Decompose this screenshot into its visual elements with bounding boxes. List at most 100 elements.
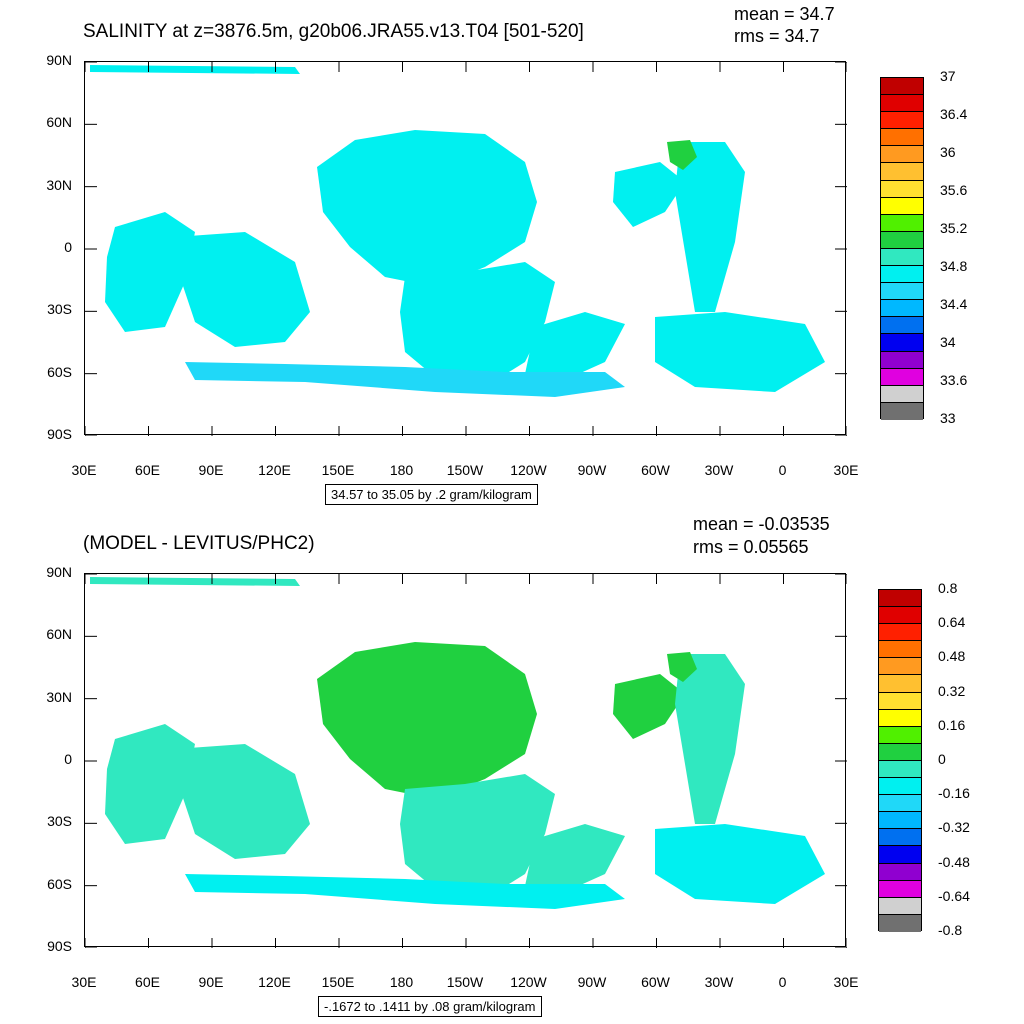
lat-tick-label: 30S [47, 813, 72, 830]
north-pacific-region [317, 130, 537, 287]
colorbar-label: 0.64 [938, 614, 966, 631]
lon-tick-label: 120E [258, 462, 291, 478]
difference-map-canvas [85, 574, 847, 948]
lon-tick-label: 90W [577, 462, 607, 478]
south-pacific-region [525, 312, 625, 380]
salinity-map-canvas [85, 62, 847, 436]
lat-tick-label: 90N [46, 52, 72, 68]
colorbar [878, 589, 922, 932]
atlantic-mid-region [675, 142, 745, 312]
colorbar-swatch [881, 197, 923, 215]
lat-tick-label: 30S [47, 301, 72, 318]
lon-tick-label: 150E [321, 974, 355, 990]
north-atlantic-region [613, 162, 685, 227]
colorbar-swatch [879, 897, 921, 915]
lon-tick-label: 30E [833, 462, 859, 478]
lon-tick-label: 120W [510, 462, 547, 478]
lon-tick-label: 90W [577, 974, 607, 990]
top-panel: SALINITY at z=3876.5m, g20b06.JRA55.v13.… [46, 4, 968, 505]
lon-tick-label: 120W [510, 974, 547, 990]
indian-ocean-region [105, 724, 195, 844]
mean-label: mean = -0.03535 [693, 514, 830, 534]
southern-ocean-region [185, 874, 625, 909]
colorbar-swatch [879, 846, 921, 864]
colorbar-swatch [879, 829, 921, 847]
lon-tick-label: 90E [198, 974, 224, 990]
lon-tick-label: 150W [446, 974, 484, 990]
mean-label: mean = 34.7 [734, 4, 835, 24]
colorbar-swatch [881, 129, 923, 147]
lon-tick-label: 60W [641, 974, 670, 990]
colorbar-swatch [879, 760, 921, 779]
colorbar-label: -0.64 [938, 887, 970, 904]
colorbar-swatch [879, 743, 921, 761]
west-pacific-region [175, 744, 310, 859]
southern-ocean-region [185, 362, 625, 397]
colorbar-label: 33.6 [940, 372, 968, 388]
colorbar-label: 0.48 [938, 648, 966, 665]
lon-tick-label: 0 [778, 462, 787, 478]
colorbar-swatch [881, 300, 923, 318]
colorbar-label: 0.16 [938, 716, 966, 733]
colorbar-swatch [881, 351, 923, 369]
arctic-strip [90, 65, 300, 74]
east-pacific-region [400, 262, 555, 387]
colorbar-label: 0.8 [938, 580, 958, 596]
colorbar-label: 34.8 [940, 258, 968, 274]
lon-tick-label: 180 [389, 462, 414, 478]
colorbar-swatch [879, 590, 921, 608]
colorbar-swatch [879, 624, 921, 642]
lon-tick-label: 150W [446, 462, 484, 478]
colorbar-swatch [881, 146, 923, 164]
colorbar-label: -0.8 [938, 922, 963, 938]
colorbar-swatch [879, 914, 921, 932]
atlantic-mid-region [675, 654, 745, 824]
lat-tick-label: 0 [64, 751, 72, 767]
colorbar-swatch [881, 231, 923, 249]
colorbar-label: 35.6 [940, 182, 968, 198]
lon-tick-label: 60E [135, 974, 160, 990]
lat-tick-label: 60S [47, 363, 72, 380]
indian-ocean-region [105, 212, 195, 332]
colorbar-label: -0.48 [938, 853, 970, 870]
lon-tick-label: 30W [704, 974, 734, 990]
lon-tick-label: 120E [258, 974, 291, 990]
colorbar-swatch [879, 812, 921, 830]
south-atlantic-region [655, 312, 825, 392]
colorbar-swatch [879, 675, 921, 693]
lat-tick-label: 60N [46, 626, 72, 643]
colorbar-swatch [881, 317, 923, 335]
tick-marks [85, 62, 847, 436]
west-pacific-region [175, 232, 310, 347]
north-pacific-region [317, 642, 537, 799]
lon-tick-label: 60W [641, 462, 670, 478]
colorbar-swatch [881, 283, 923, 301]
lon-tick-label: 0 [778, 974, 787, 990]
colorbar-swatch [881, 334, 923, 352]
south-pacific-region [525, 824, 625, 892]
colorbar-swatch [879, 709, 921, 727]
plot-title: SALINITY at z=3876.5m, g20b06.JRA55.v13.… [83, 21, 584, 42]
colorbar-label: 36.4 [940, 106, 968, 122]
lat-tick-label: 90N [46, 564, 72, 580]
colorbar-swatch [881, 95, 923, 113]
colorbar-swatch [881, 385, 923, 403]
lat-tick-label: 90S [47, 426, 72, 442]
contour-info-box: -.1672 to .1411 by .08 gram/kilogram [318, 996, 542, 1017]
lat-tick-label: 30N [46, 176, 72, 193]
colorbar-label: -0.16 [938, 785, 970, 802]
contour-info-box: 34.57 to 35.05 by .2 gram/kilogram [325, 484, 538, 505]
salinity-map [84, 61, 847, 436]
tick-marks [85, 574, 847, 948]
colorbar-label: 0 [938, 751, 946, 767]
plot-title: (MODEL - LEVITUS/PHC2) [83, 533, 315, 554]
colorbar-label: 37 [940, 68, 956, 84]
south-atlantic-region [655, 824, 825, 904]
lon-tick-label: 150E [321, 462, 355, 478]
colorbar-swatch [879, 641, 921, 659]
colorbar-swatch [879, 863, 921, 881]
colorbar-label: -0.32 [938, 819, 970, 836]
north-atlantic-region [613, 674, 685, 739]
colorbar-swatch [881, 180, 923, 198]
colorbar-label: 34 [940, 334, 956, 350]
